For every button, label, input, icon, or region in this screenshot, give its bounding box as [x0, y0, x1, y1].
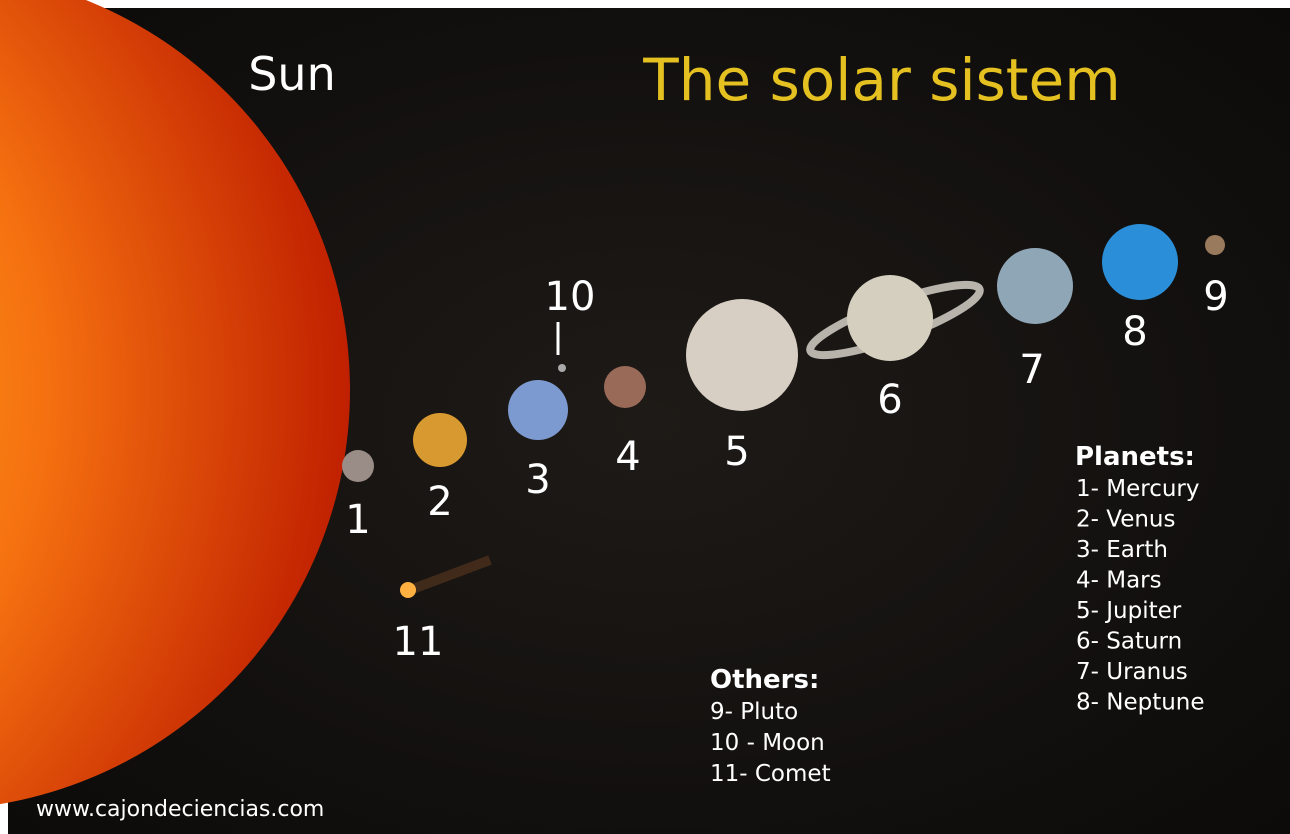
list-item: 10 - Moon	[710, 730, 825, 756]
comet-tail	[408, 555, 492, 595]
footer: www.cajondeciencias.com	[36, 797, 324, 822]
list-item: 11- Comet	[710, 761, 831, 787]
sun-label: Sun	[248, 47, 336, 101]
label: 6	[877, 377, 902, 423]
mercury	[342, 450, 374, 482]
list-item: 7- Uranus	[1076, 659, 1188, 685]
planet-list: 1- Mercury 2- Venus 3- Earth 4- Mars 5- Jupi…	[1076, 476, 1205, 716]
label: 10	[545, 274, 596, 320]
pluto	[1205, 235, 1225, 255]
uranus	[997, 248, 1073, 324]
mars	[604, 366, 646, 408]
list-item: 8- Neptune	[1076, 690, 1205, 716]
label: 8	[1122, 309, 1147, 355]
label: 7	[1019, 347, 1044, 393]
list-item: 9- Pluto	[710, 699, 798, 725]
list-item: 1- Mercury	[1076, 476, 1199, 502]
comet	[400, 582, 416, 598]
list-item: 2- Venus	[1076, 507, 1175, 533]
label: 2	[427, 479, 452, 525]
label: 11	[393, 619, 444, 665]
label: 5	[724, 429, 749, 475]
earth	[508, 380, 568, 440]
neptune	[1102, 224, 1178, 300]
saturn	[847, 275, 933, 361]
others-list: 9- Pluto 10 - Moon 11- Comet	[710, 699, 831, 787]
list-item: 6- Saturn	[1076, 629, 1182, 655]
list-item: 3- Earth	[1076, 537, 1168, 563]
label: 4	[615, 434, 640, 480]
list-item: 5- Jupiter	[1076, 598, 1182, 624]
sun	[0, 0, 350, 805]
jupiter	[686, 299, 798, 411]
label: 3	[525, 457, 550, 503]
label: 9	[1203, 274, 1228, 320]
others-heading: Others:	[710, 665, 819, 695]
title: The solar sistem	[642, 46, 1120, 114]
moon	[558, 364, 566, 372]
planets-heading: Planets:	[1075, 442, 1195, 472]
venus	[413, 413, 467, 467]
label: 1	[345, 497, 370, 543]
list-item: 4- Mars	[1076, 568, 1162, 594]
